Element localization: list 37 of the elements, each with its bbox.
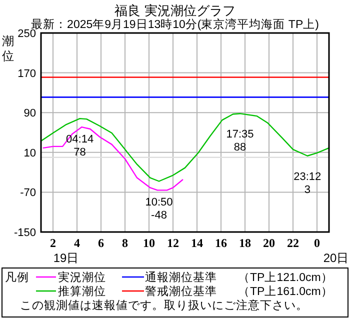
annotation: 10:50 -48: [145, 196, 173, 222]
x-tick-label: 20: [263, 236, 275, 250]
x-tick-label: 2: [50, 236, 56, 250]
x-tick-label: 8: [122, 236, 128, 250]
x-tick-label: 22: [287, 236, 299, 250]
legend-label: 推算潮位: [58, 285, 106, 298]
annotation: 23:12 3: [294, 170, 322, 196]
legend-label: 警戒潮位基準: [145, 285, 217, 298]
text: （TP上121.0cm）: [238, 271, 333, 284]
text: 20日: [323, 251, 349, 265]
legend-label: 通報潮位基準: [145, 271, 217, 284]
legend-label: 実況潮位: [58, 270, 106, 284]
x-tick-label: 14: [191, 236, 203, 250]
legend-title: 凡例: [5, 271, 29, 284]
y-axis-title: 潮位: [2, 34, 14, 63]
annotation: 04:14 78: [66, 134, 94, 159]
text: 19日: [53, 251, 79, 265]
x-tick-label: 4: [74, 236, 80, 250]
y-tick-label: -150: [14, 227, 36, 239]
line-series: [40, 112, 330, 182]
chart-title: 福良 実況潮位グラフ: [114, 3, 236, 18]
y-tick-label: 90: [24, 108, 36, 120]
text: （TP上161.0cm）: [238, 285, 333, 298]
x-tick-label: 18: [239, 236, 251, 250]
y-tick-label: 10: [24, 147, 36, 160]
text: この観測値は速報値です。取り扱いにご注意下さい。: [20, 298, 308, 312]
y-tick-label: 250: [18, 28, 36, 40]
x-tick-label: 16: [215, 236, 227, 250]
x-tick-label: 12: [167, 236, 179, 250]
chart-subtitle: 最新：2025年9月19日13時10分(東京湾平均海面 TP上): [31, 17, 320, 31]
x-tick-label: 0: [314, 236, 320, 250]
x-tick-label: 6: [98, 236, 104, 250]
annotation: 17:35 88: [226, 128, 254, 154]
y-tick-label: 170: [18, 68, 36, 80]
y-tick-label: -70: [20, 187, 36, 200]
x-tick-label: 10: [143, 236, 155, 250]
line-series: [42, 126, 184, 191]
